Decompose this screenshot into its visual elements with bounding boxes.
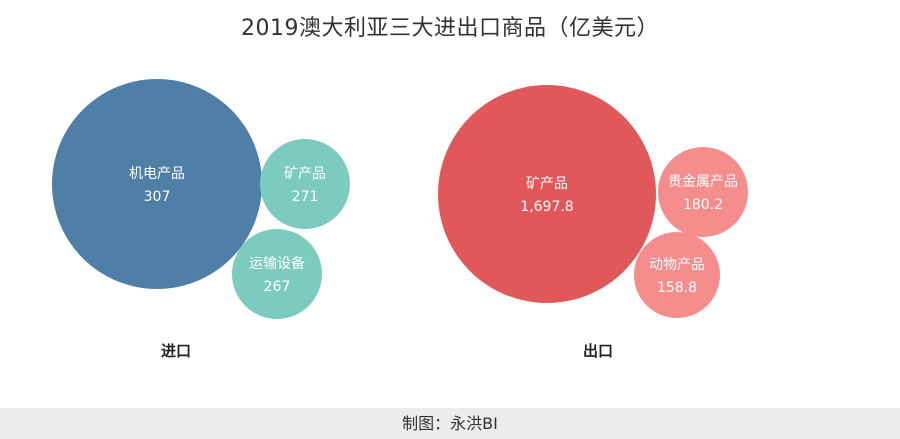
bubble[interactable] — [438, 85, 656, 303]
bubble-group-1: 矿产品 1,697.8 贵金属产品 180.2 动物产品 158.8 出口 — [438, 85, 748, 360]
bubble[interactable] — [52, 79, 262, 289]
bubble-value: 1,697.8 — [520, 199, 573, 215]
chart-footer: 制图：永洪BI — [0, 408, 900, 439]
group-label: 出口 — [583, 342, 613, 360]
chart-title: 2019澳大利亚三大进出口商品（亿美元） — [241, 16, 659, 41]
bubble-label: 贵金属产品 — [668, 174, 738, 190]
bubble-value: 307 — [144, 189, 171, 205]
bubble[interactable] — [260, 139, 350, 229]
bubble-label: 矿产品 — [284, 166, 326, 182]
bubble-value: 267 — [264, 279, 291, 295]
bubble-group-0: 机电产品 307 矿产品 271 运输设备 267 进口 — [52, 79, 350, 360]
bubble[interactable] — [658, 147, 748, 237]
bubble-value: 271 — [292, 189, 319, 205]
bubble-label: 运输设备 — [249, 255, 305, 272]
bubble-label: 动物产品 — [649, 257, 705, 273]
bubble[interactable] — [634, 232, 720, 318]
bubble[interactable] — [232, 229, 322, 319]
bubble-value: 180.2 — [683, 197, 723, 213]
group-label: 进口 — [161, 342, 191, 360]
bubble-value: 158.8 — [657, 280, 697, 296]
bubble-label: 矿产品 — [526, 176, 568, 192]
bubble-label: 机电产品 — [129, 166, 185, 182]
